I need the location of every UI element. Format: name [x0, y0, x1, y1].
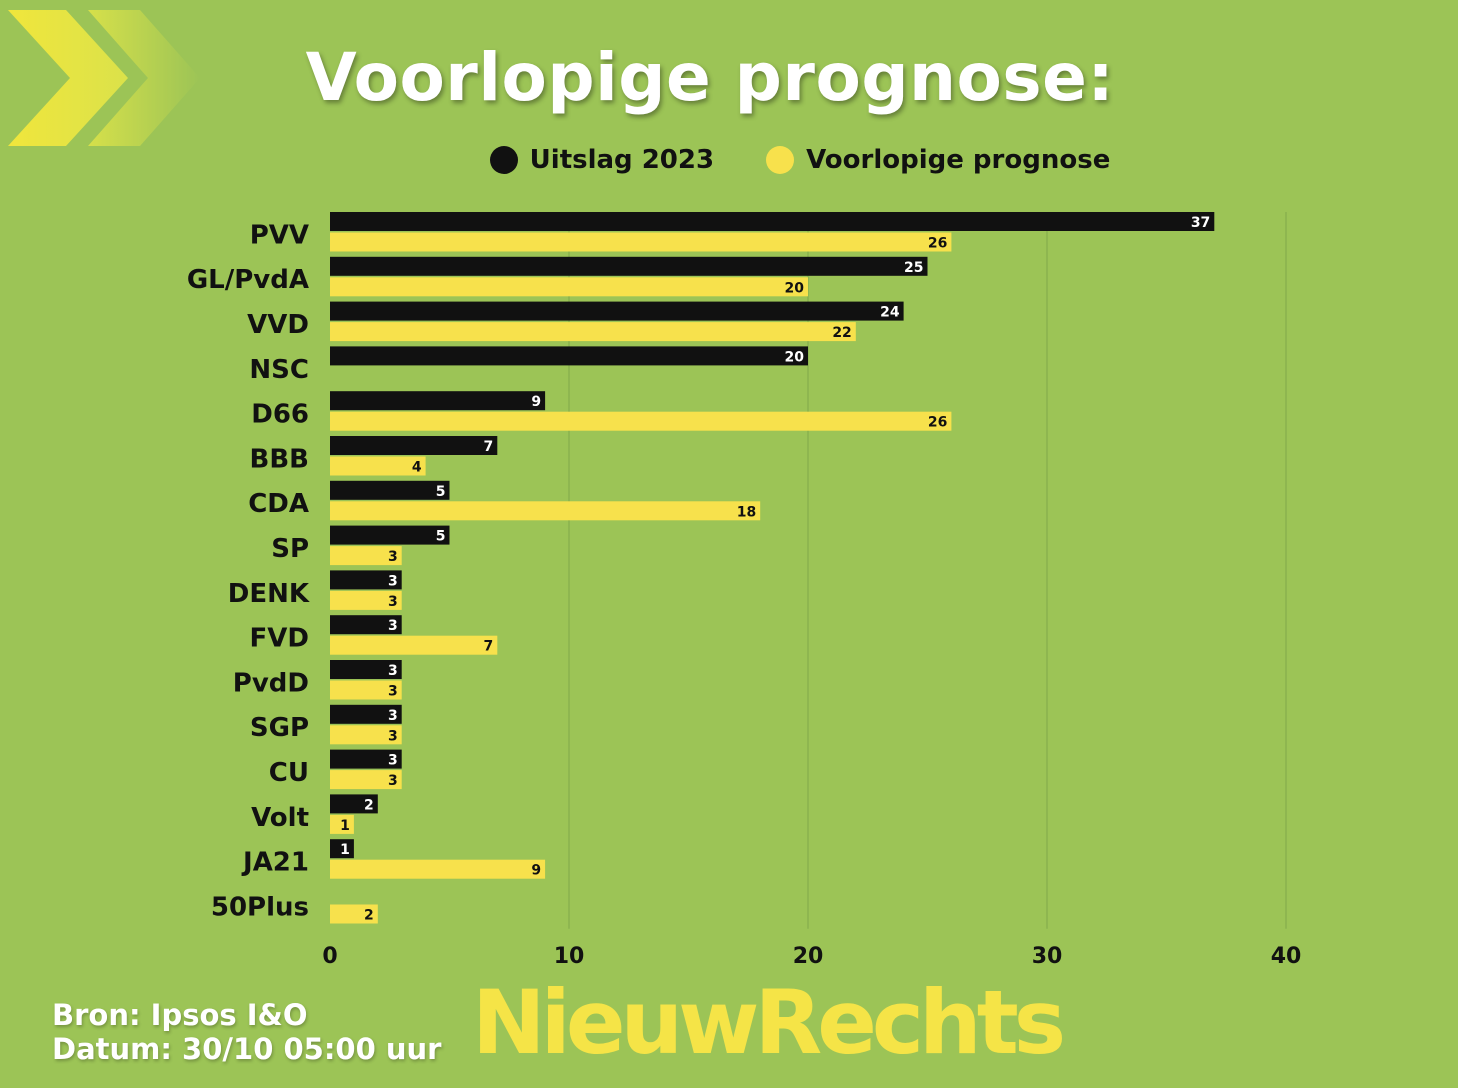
bar [330, 212, 1215, 231]
category-label: GL/PvdA [187, 265, 309, 295]
legend-item-prognose: Voorlopige prognose [766, 145, 1110, 175]
bar-value-label: 3 [388, 594, 398, 610]
bar [330, 256, 928, 276]
category-label: BBB [250, 444, 309, 474]
bar [330, 322, 856, 342]
bar-value-label: 3 [388, 684, 398, 700]
x-tick-label: 0 [322, 944, 337, 969]
bar [330, 615, 402, 635]
category-label: SP [271, 534, 309, 564]
bar [330, 277, 808, 297]
bar-value-label: 2 [364, 908, 374, 924]
bar-value-label: 20 [785, 280, 805, 296]
chevron-icon [88, 10, 200, 146]
bar-value-label: 7 [484, 639, 494, 655]
bar [330, 704, 402, 724]
legend-swatch [766, 146, 795, 174]
source-label: Bron: Ipsos I&O [52, 998, 308, 1032]
bar [330, 590, 402, 610]
bar-value-label: 3 [388, 573, 398, 589]
bar [330, 232, 952, 252]
x-tick-label: 30 [1032, 944, 1063, 969]
bar-value-label: 3 [388, 663, 398, 679]
bar-value-label: 7 [484, 439, 494, 455]
category-label: NSC [249, 355, 309, 385]
bar [330, 660, 402, 679]
bar-value-label: 26 [928, 415, 947, 431]
page-title: Voorlopige prognose: [305, 39, 1115, 116]
bar-value-label: 26 [928, 236, 947, 252]
bar-value-label: 18 [737, 504, 756, 520]
bar-value-label: 4 [412, 460, 422, 476]
bar [330, 839, 354, 859]
category-label: CU [269, 758, 309, 788]
bar-value-label: 1 [340, 842, 350, 858]
bar [330, 436, 498, 455]
category-label: SGP [250, 713, 309, 743]
bar [330, 570, 402, 590]
bar-value-label: 9 [531, 394, 541, 410]
category-label: 50Plus [211, 892, 309, 922]
bar [330, 411, 952, 431]
bar [330, 859, 546, 879]
bar-value-label: 25 [904, 260, 923, 276]
category-label: PvdD [233, 668, 309, 698]
bar-value-label: 3 [388, 753, 398, 769]
date-label: Datum: 30/10 05:00 uur [52, 1032, 442, 1066]
category-label: CDA [248, 489, 309, 519]
x-tick-label: 10 [554, 944, 585, 969]
bar-value-label: 3 [388, 618, 398, 634]
chevron-decoration [8, 10, 200, 146]
category-label: JA21 [241, 848, 309, 878]
bar-value-label: 3 [388, 549, 398, 565]
bar-value-label: 3 [388, 708, 398, 724]
bar-value-label: 3 [388, 728, 398, 744]
category-label: D66 [251, 400, 309, 430]
chart-legend: Uitslag 2023 Voorlopige prognose [0, 140, 1458, 180]
bar-value-label: 5 [436, 484, 446, 500]
category-label: PVV [250, 220, 309, 250]
bar-value-label: 2 [364, 797, 374, 813]
bar [330, 770, 402, 790]
bar-value-label: 5 [436, 529, 446, 545]
legend-item-uitslag: Uitslag 2023 [489, 145, 715, 175]
category-label: DENK [228, 579, 310, 609]
brand-logo: NieuwRechts [472, 971, 1066, 1074]
bar-value-label: 1 [340, 818, 350, 834]
x-tick-label: 40 [1271, 944, 1302, 969]
bar [330, 346, 808, 366]
source-note: Bron: Ipsos I&O Datum: 30/10 05:00 uur [52, 998, 441, 1066]
bar [330, 794, 378, 814]
bar [330, 546, 402, 566]
category-label: VVD [247, 310, 309, 340]
bar [330, 456, 426, 476]
bar [330, 725, 402, 745]
bar-value-label: 24 [880, 305, 900, 321]
category-label: Volt [251, 803, 309, 833]
bar [330, 525, 450, 545]
bar-value-label: 37 [1191, 215, 1210, 231]
bar-value-label: 22 [832, 325, 851, 341]
bar [330, 391, 546, 411]
bar-value-label: 9 [531, 863, 541, 879]
bar [330, 501, 761, 521]
bar-value-label: 20 [785, 349, 805, 365]
bar [330, 749, 402, 769]
legend-label: Voorlopige prognose [806, 145, 1111, 175]
legend-swatch [489, 146, 518, 174]
legend-label: Uitslag 2023 [529, 145, 715, 175]
bar [330, 680, 402, 700]
bar [330, 904, 378, 924]
bar [330, 301, 904, 321]
category-label: FVD [250, 624, 309, 654]
bar [330, 635, 498, 655]
x-tick-label: 20 [793, 944, 824, 969]
bar [330, 480, 450, 500]
chevron-icon [8, 10, 128, 146]
bar [330, 814, 354, 834]
bar-value-label: 3 [388, 773, 398, 789]
